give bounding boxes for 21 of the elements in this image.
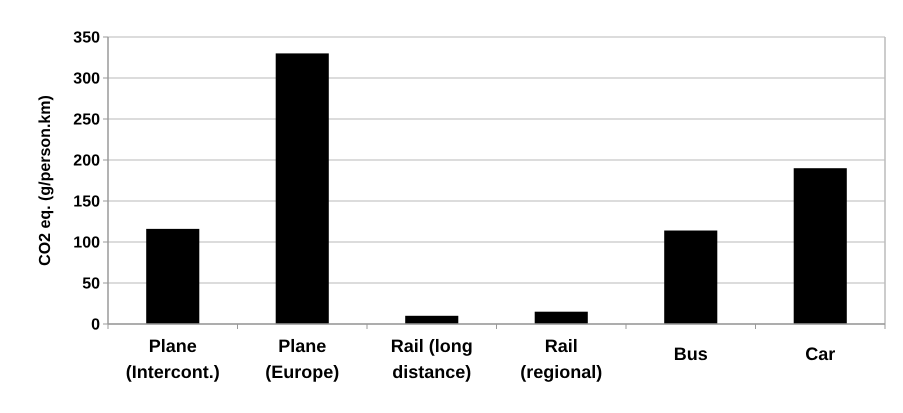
bar xyxy=(276,53,329,324)
x-tick-label: Bus xyxy=(674,344,708,364)
x-tick-label: Rail (regional) xyxy=(520,336,602,382)
bar xyxy=(534,312,588,324)
x-tick-label: Plane (Intercont.) xyxy=(126,336,220,382)
x-tick-label: Car xyxy=(805,344,836,364)
bar xyxy=(405,316,458,324)
bar xyxy=(146,228,200,324)
y-tick-label: 150 xyxy=(73,194,100,211)
x-tick-label: Rail (long distance) xyxy=(390,336,473,382)
y-tick-label: 50 xyxy=(82,276,100,293)
y-tick-label: 0 xyxy=(91,316,100,334)
y-tick-label: 300 xyxy=(73,70,100,88)
bar xyxy=(794,168,847,324)
bar xyxy=(664,230,718,324)
y-tick-label: 350 xyxy=(73,30,100,47)
y-tick-label: 200 xyxy=(73,152,100,170)
y-tick-label: 250 xyxy=(73,112,100,129)
y-tick-label: 100 xyxy=(73,234,100,252)
y-axis-title: CO2 eq. (g/person.km) xyxy=(37,95,54,266)
x-tick-label: Plane (Europe) xyxy=(265,336,340,382)
